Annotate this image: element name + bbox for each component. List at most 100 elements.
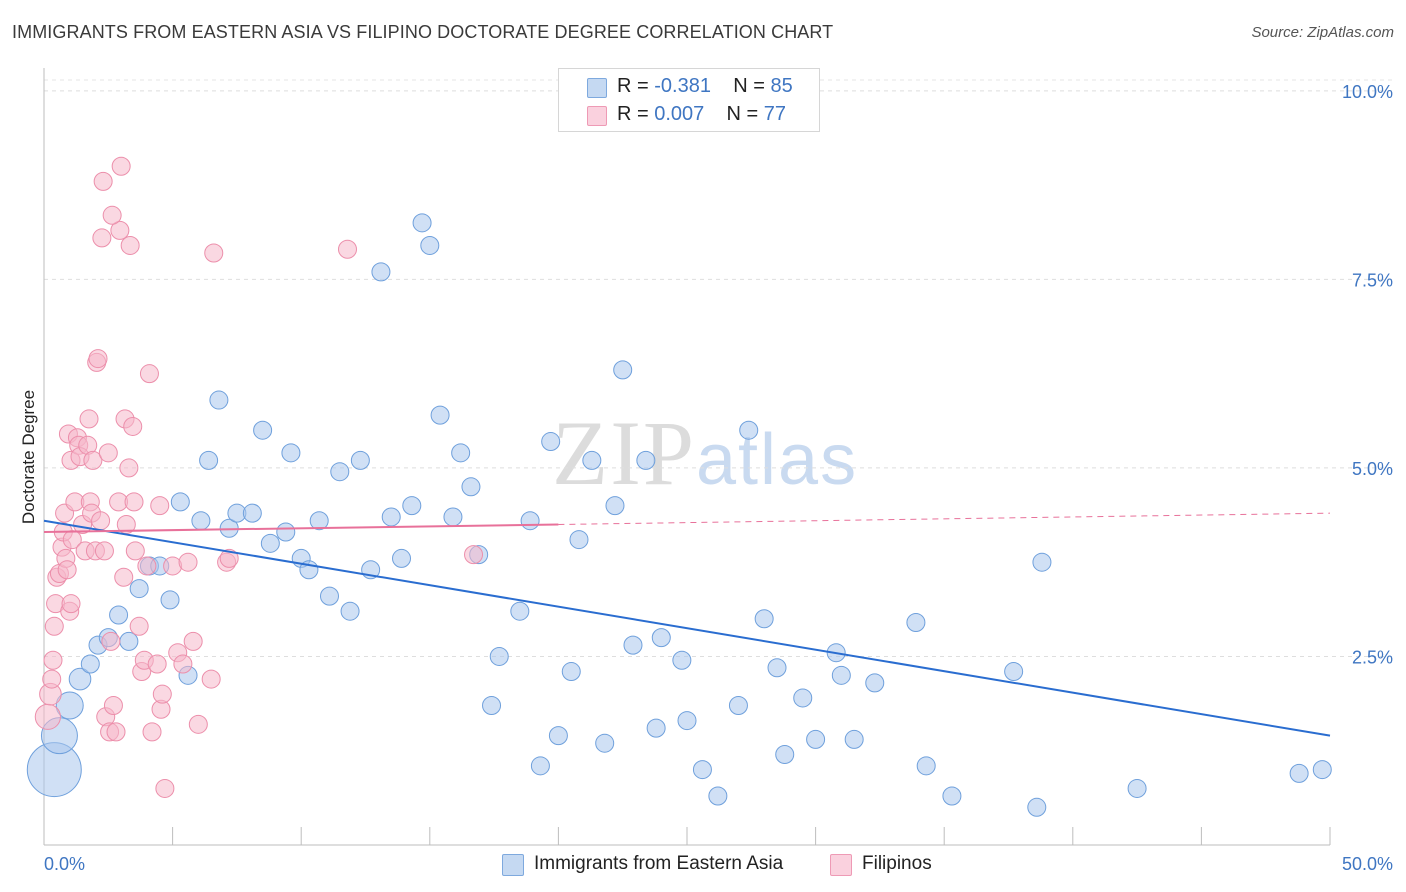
legend-n-label: N = [726, 103, 764, 125]
data-point-eastern-asia [541, 432, 561, 452]
data-point-filipinos [125, 541, 145, 561]
data-point-filipinos [106, 722, 126, 742]
watermark: ZIPatlas [552, 400, 858, 506]
data-point-eastern-asia [209, 390, 229, 410]
data-point-filipinos [178, 552, 198, 572]
data-point-eastern-asia [831, 665, 851, 685]
data-point-eastern-asia [595, 733, 615, 753]
data-point-filipinos [98, 443, 118, 463]
legend-r-label: R = [617, 103, 655, 125]
data-point-filipinos [88, 349, 108, 369]
data-point-filipinos [103, 695, 123, 715]
data-point-eastern-asia [1289, 763, 1309, 783]
data-point-filipinos [42, 669, 62, 689]
data-point-eastern-asia [510, 601, 530, 621]
data-point-filipinos [114, 567, 134, 587]
data-point-eastern-asia [371, 262, 391, 282]
series-swatch-filipinos [830, 854, 852, 876]
trend-line-eastern-asia [43, 519, 1331, 737]
data-point-filipinos [62, 530, 82, 550]
data-point-eastern-asia [1027, 797, 1047, 817]
data-point-eastern-asia [754, 609, 774, 629]
data-point-eastern-asia [160, 590, 180, 610]
data-point-filipinos [129, 616, 149, 636]
data-point-filipinos [110, 220, 130, 240]
data-point-eastern-asia [276, 522, 296, 542]
data-point-eastern-asia [170, 492, 190, 512]
source-credit: Source: ZipAtlas.com [1251, 24, 1394, 41]
data-point-filipinos [201, 669, 221, 689]
data-point-filipinos [79, 409, 99, 429]
data-point-eastern-asia [191, 511, 211, 531]
data-point-filipinos [124, 492, 144, 512]
data-point-eastern-asia [865, 673, 885, 693]
data-point-eastern-asia [242, 503, 262, 523]
data-point-eastern-asia [1312, 760, 1332, 780]
data-point-filipinos [102, 205, 122, 225]
data-point-eastern-asia [253, 420, 273, 440]
data-point-eastern-asia [129, 579, 149, 599]
data-point-eastern-asia [319, 586, 339, 606]
data-point-eastern-asia [392, 548, 412, 568]
data-point-filipinos [147, 654, 167, 674]
x-tick-label: 50.0% [1342, 854, 1393, 874]
data-point-eastern-asia [623, 635, 643, 655]
data-point-eastern-asia [260, 533, 280, 553]
data-point-eastern-asia [582, 450, 602, 470]
data-point-eastern-asia [942, 786, 962, 806]
data-point-filipinos [123, 416, 143, 436]
data-point-eastern-asia [119, 631, 139, 651]
data-point-eastern-asia [844, 729, 864, 749]
data-point-eastern-asia [350, 450, 370, 470]
data-point-eastern-asia [1032, 552, 1052, 572]
data-point-filipinos [57, 560, 77, 580]
y-tick-label: 10.0% [1342, 82, 1393, 102]
watermark-atlas: atlas [696, 420, 859, 500]
y-tick-label: 2.5% [1352, 647, 1393, 667]
legend-swatch-eastern-asia [587, 78, 607, 98]
data-point-filipinos [119, 458, 139, 478]
data-point-eastern-asia [793, 688, 813, 708]
series-label-filipinos: Filipinos [862, 853, 932, 874]
legend-row-eastern-asia: R = -0.381 N = 85 [559, 73, 819, 101]
legend-row-filipinos: R = 0.007 N = 77 [559, 101, 819, 129]
data-point-eastern-asia [775, 745, 795, 765]
data-point-filipinos [91, 511, 111, 531]
data-point-eastern-asia [430, 405, 450, 425]
data-point-eastern-asia [109, 605, 129, 625]
data-point-filipinos [188, 714, 208, 734]
legend-n-value: 77 [763, 103, 787, 125]
data-point-filipinos [93, 171, 113, 191]
data-point-filipinos [137, 556, 157, 576]
data-point-eastern-asia [402, 496, 422, 516]
watermark-zip: ZIP [552, 402, 696, 504]
data-point-eastern-asia [548, 726, 568, 746]
data-point-filipinos [120, 235, 140, 255]
data-point-eastern-asia [340, 601, 360, 621]
data-point-eastern-asia [381, 507, 401, 527]
legend-swatch-filipinos [587, 106, 607, 126]
data-point-filipinos [464, 545, 484, 565]
data-point-filipinos [83, 450, 103, 470]
data-point-eastern-asia [677, 711, 697, 731]
legend-r-value: 0.007 [654, 103, 705, 125]
series-label-eastern-asia: Immigrants from Eastern Asia [534, 853, 784, 874]
data-point-eastern-asia [806, 729, 826, 749]
data-point-eastern-asia [461, 477, 481, 497]
data-point-filipinos [44, 616, 64, 636]
data-point-filipinos [142, 722, 162, 742]
data-point-filipinos [111, 156, 131, 176]
trend-line-filipinos-extrapolated [558, 512, 1331, 525]
y-axis-label: Doctorate Degree [19, 390, 38, 524]
data-point-eastern-asia [561, 662, 581, 682]
data-point-eastern-asia [651, 628, 671, 648]
series-swatch-eastern-asia [502, 854, 524, 876]
data-point-eastern-asia [1004, 662, 1024, 682]
data-point-filipinos [43, 650, 63, 670]
data-point-eastern-asia [605, 496, 625, 516]
legend-r-value: -0.381 [654, 75, 711, 97]
data-point-eastern-asia [767, 658, 787, 678]
data-point-eastern-asia [68, 667, 92, 691]
y-tick-label: 5.0% [1352, 459, 1393, 479]
